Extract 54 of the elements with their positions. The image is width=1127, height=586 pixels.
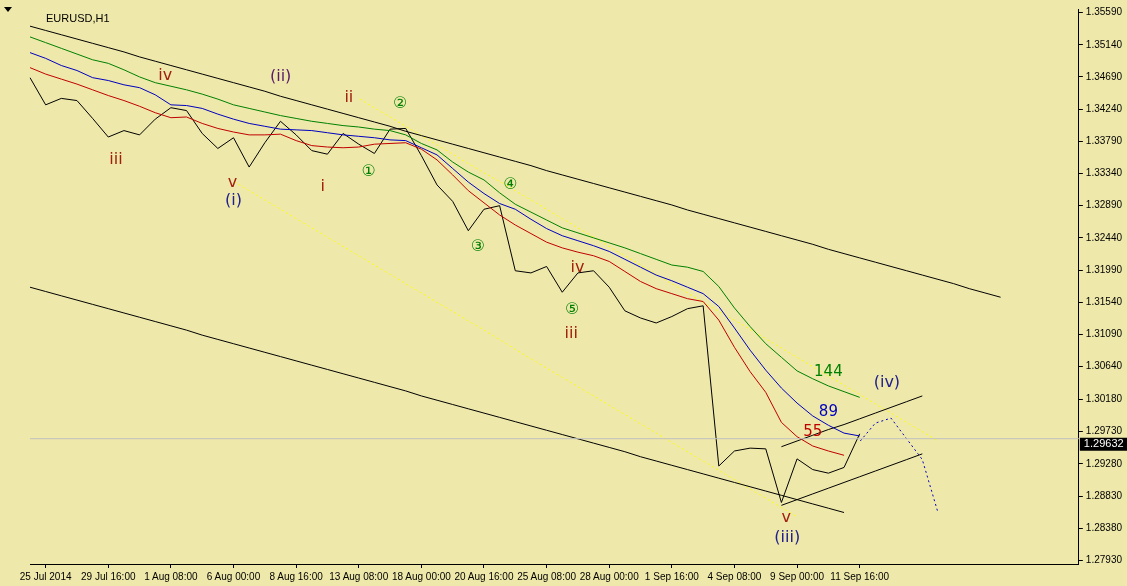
x-tick-label: 25 Jul 2014 xyxy=(19,570,72,582)
y-tick-label: 1.33790 xyxy=(1085,135,1123,147)
y-tick-label: 1.28380 xyxy=(1085,521,1123,533)
annotation: i xyxy=(320,175,325,195)
y-tick-label: 1.32440 xyxy=(1085,231,1123,243)
annotation: iv xyxy=(158,64,173,84)
annotation: iv xyxy=(570,256,585,276)
y-tick-label: 1.30640 xyxy=(1085,360,1123,372)
x-tick-label: 1 Aug 08:00 xyxy=(144,570,199,582)
y-tick-label: 1.32890 xyxy=(1085,199,1123,211)
annotation: ii xyxy=(344,86,354,106)
series-label: 89 xyxy=(818,401,838,420)
y-tick-label: 1.28830 xyxy=(1085,489,1123,501)
annotation: (ii) xyxy=(269,66,292,86)
y-tick-label: 1.27930 xyxy=(1085,554,1123,566)
annotation: ④ xyxy=(503,174,518,194)
annotation: ③ xyxy=(470,235,486,255)
y-tick-label: 1.34240 xyxy=(1085,102,1123,114)
y-tick-label: 1.35140 xyxy=(1085,38,1123,50)
x-tick-label: 4 Sep 08:00 xyxy=(707,570,762,582)
y-tick-label: 1.34690 xyxy=(1085,70,1123,82)
chart-title: EURUSD,H1 xyxy=(46,12,110,25)
x-tick-label: 20 Aug 16:00 xyxy=(454,570,514,582)
y-tick-label: 1.35590 xyxy=(1085,6,1123,18)
annotation: ⑤ xyxy=(565,298,580,318)
annotation: v xyxy=(227,171,238,191)
x-tick-label: 25 Aug 08:00 xyxy=(517,570,577,582)
x-tick-label: 29 Jul 16:00 xyxy=(81,570,136,582)
x-tick-label: 18 Aug 00:00 xyxy=(391,570,452,582)
x-tick-label: 8 Aug 16:00 xyxy=(269,570,324,582)
y-tick-label: 1.31090 xyxy=(1085,328,1123,340)
annotation: ② xyxy=(393,93,408,113)
x-tick-label: 11 Sep 16:00 xyxy=(830,570,890,582)
x-tick-label: 13 Aug 08:00 xyxy=(329,570,389,582)
y-tick-label: 1.31990 xyxy=(1085,263,1123,275)
x-tick-label: 28 Aug 00:00 xyxy=(579,570,640,582)
ref-line-label: 1.29632 xyxy=(1083,437,1124,450)
annotation: iii xyxy=(109,148,123,168)
y-tick-label: 1.29280 xyxy=(1085,457,1123,469)
series-label: 144 xyxy=(814,362,843,381)
annotation: v xyxy=(781,507,791,527)
y-tick-label: 1.31540 xyxy=(1085,295,1123,307)
annotation: (iii) xyxy=(774,526,801,546)
annotation: iii xyxy=(564,322,578,342)
series-label: 55 xyxy=(803,422,823,441)
annotation: (iv) xyxy=(873,372,901,392)
x-tick-label: 1 Sep 16:00 xyxy=(644,570,700,582)
annotation: (i) xyxy=(225,189,242,209)
y-tick-label: 1.29730 xyxy=(1085,425,1123,437)
annotation: ① xyxy=(361,161,376,181)
x-tick-label: 6 Aug 00:00 xyxy=(206,570,261,582)
y-tick-label: 1.33340 xyxy=(1085,167,1123,179)
x-tick-label: 9 Sep 00:00 xyxy=(770,570,825,582)
y-tick-label: 1.30180 xyxy=(1085,393,1123,405)
